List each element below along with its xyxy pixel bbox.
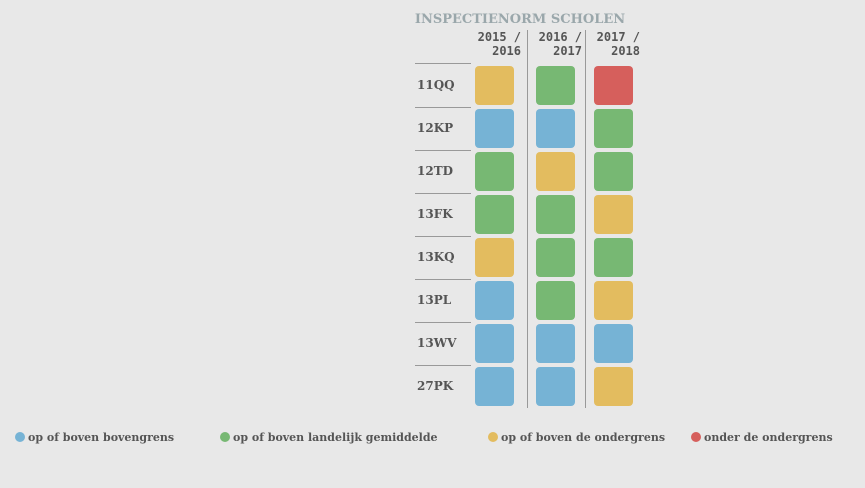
status-cell xyxy=(536,195,575,234)
legend-dot xyxy=(691,432,701,442)
row-label: 13FK xyxy=(417,207,453,221)
column-header: 2017 / 2018 xyxy=(596,30,640,58)
legend-item: onder de ondergrens xyxy=(691,431,833,444)
row-divider xyxy=(415,193,471,194)
legend-item: op of boven de ondergrens xyxy=(488,431,665,444)
legend-label: op of boven bovengrens xyxy=(28,431,175,444)
row-divider xyxy=(415,63,471,64)
column-divider xyxy=(585,30,586,408)
status-cell xyxy=(475,109,514,148)
row-label: 13WV xyxy=(417,336,457,350)
row-divider xyxy=(415,107,471,108)
legend-label: onder de ondergrens xyxy=(704,431,833,444)
row-label: 12TD xyxy=(417,164,454,178)
row-label: 13PL xyxy=(417,293,452,307)
row-label: 13KQ xyxy=(417,250,455,264)
legend-item: op of boven bovengrens xyxy=(15,431,174,444)
status-cell xyxy=(594,195,633,234)
status-cell xyxy=(475,66,514,105)
status-cell xyxy=(594,152,633,191)
legend-label: op of boven de ondergrens xyxy=(501,431,666,444)
status-cell xyxy=(536,281,575,320)
status-cell xyxy=(536,238,575,277)
legend-label: op of boven landelijk gemiddelde xyxy=(233,431,438,444)
row-label: 11QQ xyxy=(417,78,455,92)
legend-dot xyxy=(220,432,230,442)
row-divider xyxy=(415,279,471,280)
status-cell xyxy=(475,324,514,363)
status-cell xyxy=(594,238,633,277)
row-divider xyxy=(415,365,471,366)
status-cell xyxy=(594,281,633,320)
status-cell xyxy=(594,109,633,148)
status-cell xyxy=(475,195,514,234)
row-divider xyxy=(415,150,471,151)
status-cell xyxy=(536,152,575,191)
column-divider xyxy=(527,30,528,408)
title: INSPECTIENORM SCHOLEN xyxy=(414,12,626,27)
legend-dot xyxy=(15,432,25,442)
status-cell xyxy=(594,367,633,406)
status-cell xyxy=(475,281,514,320)
status-cell xyxy=(536,367,575,406)
row-divider xyxy=(415,322,471,323)
legend-dot xyxy=(488,432,498,442)
row-divider xyxy=(415,236,471,237)
status-cell xyxy=(536,324,575,363)
status-cell xyxy=(594,324,633,363)
status-cell xyxy=(536,66,575,105)
row-label: 27PK xyxy=(417,379,454,393)
column-header: 2016 / 2017 xyxy=(538,30,582,58)
legend-item: op of boven landelijk gemiddelde xyxy=(220,431,438,444)
status-cell xyxy=(475,238,514,277)
row-label: 12KP xyxy=(417,121,454,135)
status-cell xyxy=(475,367,514,406)
column-header: 2015 / 2016 xyxy=(477,30,521,58)
status-cell xyxy=(536,109,575,148)
status-cell xyxy=(594,66,633,105)
status-cell xyxy=(475,152,514,191)
